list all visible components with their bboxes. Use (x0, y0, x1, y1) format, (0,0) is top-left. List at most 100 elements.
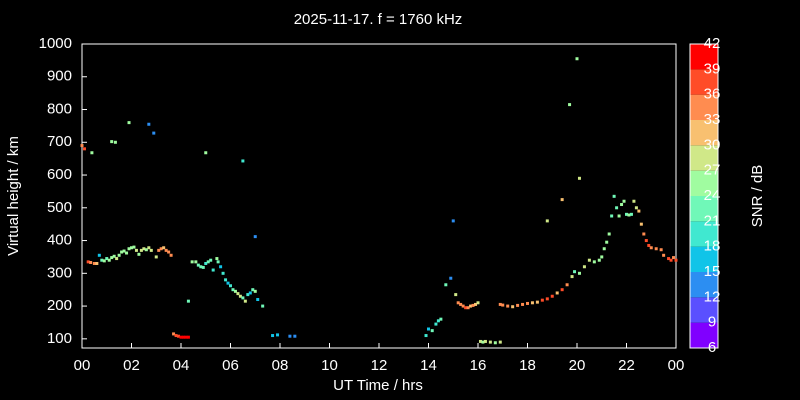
data-point (535, 300, 539, 304)
data-point (560, 288, 564, 292)
data-point (573, 270, 577, 274)
data-point (602, 247, 606, 251)
data-point (271, 334, 275, 338)
data-point (127, 247, 131, 251)
data-point (427, 327, 430, 331)
data-point (615, 206, 619, 210)
colorbar-tick-label: 33 (704, 111, 721, 128)
data-point (117, 253, 121, 257)
data-point (644, 239, 648, 243)
y-tick-label: 700 (47, 133, 72, 150)
data-point (184, 335, 188, 339)
data-point (204, 261, 208, 265)
data-point (80, 144, 84, 148)
data-point (464, 306, 468, 310)
data-point (107, 258, 111, 262)
data-point (667, 257, 671, 261)
data-point (134, 248, 138, 252)
colorbar-tick-label: 30 (704, 136, 721, 153)
data-point (456, 301, 460, 305)
data-point (449, 276, 453, 280)
data-point (610, 214, 614, 218)
x-tick-label: 08 (272, 357, 289, 374)
x-tick-label: 20 (569, 357, 586, 374)
data-point (625, 212, 628, 216)
data-point (130, 246, 133, 250)
data-point (177, 334, 181, 338)
data-point (164, 248, 168, 252)
data-point (501, 303, 505, 307)
data-point (674, 258, 678, 262)
x-tick-label: 12 (371, 357, 388, 374)
data-point (142, 247, 146, 251)
y-tick-label: 100 (47, 330, 72, 347)
data-point (224, 278, 228, 282)
data-point (424, 334, 428, 338)
data-point (186, 335, 190, 339)
data-point (246, 293, 250, 297)
data-point (112, 254, 116, 258)
colorbar-tick-label: 21 (704, 212, 721, 229)
y-tick-label: 300 (47, 264, 72, 281)
data-point (211, 268, 215, 272)
colorbar-tick-label: 27 (704, 162, 721, 179)
colorbar-bin (690, 145, 718, 171)
data-point (617, 214, 621, 218)
colorbar-bin (690, 272, 718, 298)
data-point (89, 261, 93, 264)
data-point (186, 299, 190, 303)
data-point (632, 199, 636, 203)
data-point (110, 140, 114, 144)
data-point (238, 294, 242, 298)
colorbar-bin (690, 120, 718, 146)
data-point (555, 291, 559, 295)
data-point (125, 251, 129, 255)
data-point (216, 260, 220, 264)
data-point (587, 258, 591, 262)
data-point (92, 261, 96, 265)
data-point (122, 249, 126, 253)
colorbar-tick-label: 18 (704, 238, 721, 255)
data-point (481, 340, 485, 344)
data-point (612, 194, 616, 198)
data-point (147, 122, 151, 126)
data-point (144, 248, 148, 252)
data-point (570, 275, 574, 279)
data-point (647, 243, 651, 247)
data-point (498, 340, 502, 344)
data-point (474, 302, 478, 306)
data-point (577, 176, 581, 180)
data-point (120, 250, 124, 254)
data-point (550, 294, 554, 298)
data-point (162, 246, 166, 250)
data-point (627, 213, 631, 217)
data-point (434, 322, 438, 326)
data-point (654, 247, 658, 251)
data-point (478, 339, 482, 343)
data-point (276, 333, 280, 337)
data-point (600, 255, 604, 259)
data-point (90, 151, 94, 155)
y-tick-label: 500 (47, 199, 72, 216)
data-point (229, 284, 232, 288)
data-point (243, 299, 247, 303)
data-point (471, 303, 475, 307)
data-point (215, 257, 219, 261)
colorbar-bin (690, 196, 718, 222)
data-point (582, 265, 586, 269)
data-point (97, 253, 101, 257)
data-point (498, 302, 502, 306)
data-point (181, 335, 185, 339)
data-point (251, 288, 255, 292)
y-tick-label: 800 (47, 100, 72, 117)
data-point (669, 258, 673, 262)
colorbar-frame (689, 43, 719, 349)
x-tick-label: 14 (420, 357, 437, 374)
data-point (607, 232, 611, 236)
data-point (530, 301, 534, 305)
colorbar-tick-label: 36 (704, 86, 721, 103)
x-tick-label: 04 (173, 357, 190, 374)
data-point (288, 334, 292, 338)
data-point (568, 103, 572, 107)
